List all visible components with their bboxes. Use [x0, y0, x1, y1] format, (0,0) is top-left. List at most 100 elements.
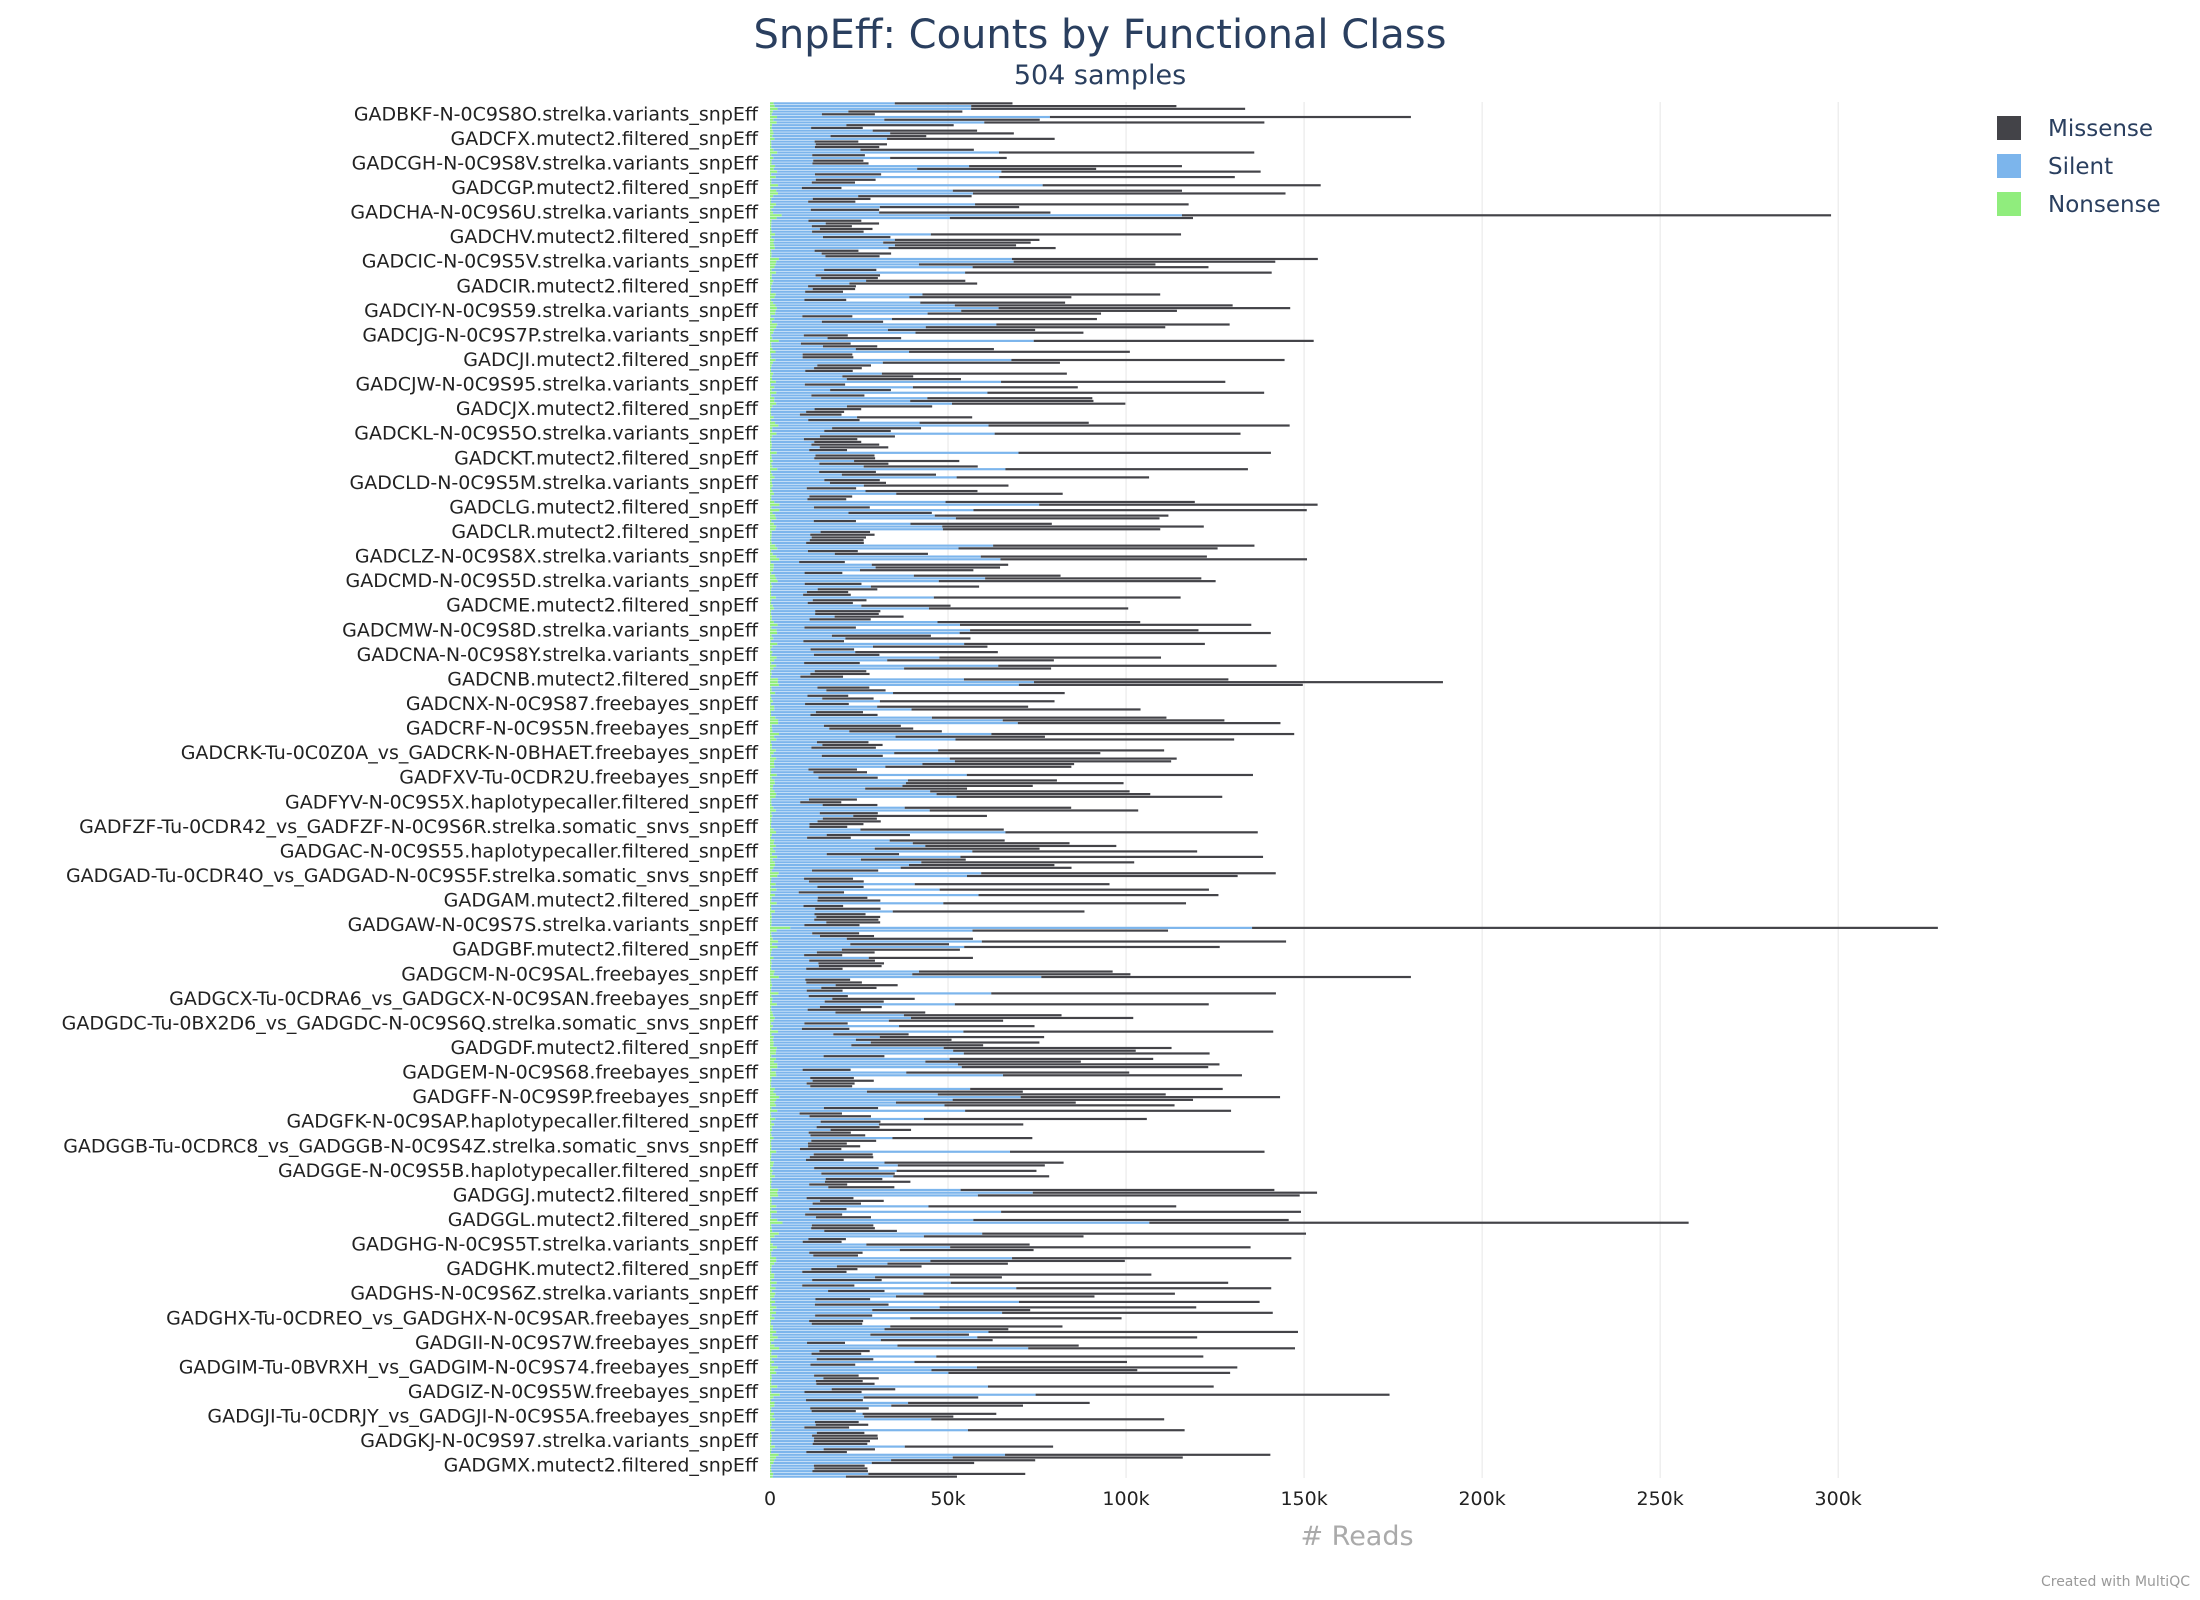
bar-missense	[888, 246, 1056, 250]
bar-nonsense	[770, 1057, 776, 1061]
bar-nonsense	[770, 1003, 777, 1006]
bar-nonsense	[770, 1259, 777, 1263]
bar-missense	[810, 1076, 854, 1080]
bar-missense	[809, 825, 848, 828]
bar-missense	[816, 1382, 875, 1385]
bar-silent	[772, 1415, 865, 1418]
bar-nonsense	[770, 872, 779, 875]
bar-missense	[960, 855, 1264, 858]
bar-missense	[819, 812, 878, 815]
bar-silent	[770, 186, 802, 190]
bar-nonsense	[770, 197, 772, 201]
legend-item-nonsense[interactable]: Nonsense	[2048, 192, 2161, 218]
bar-silent	[776, 326, 926, 329]
bar-silent	[771, 285, 809, 288]
bar-nonsense	[770, 1016, 775, 1020]
bar-missense	[938, 580, 1216, 583]
bar-silent	[771, 1134, 811, 1137]
bar-missense	[890, 132, 1014, 135]
bar-silent	[774, 1175, 894, 1178]
bar-nonsense	[770, 241, 774, 244]
bar-silent	[771, 1314, 816, 1317]
bar-nonsense	[770, 1243, 773, 1246]
x-tick-label: 150k	[1280, 1488, 1327, 1510]
bar-nonsense	[770, 833, 772, 837]
bar-silent	[771, 571, 805, 575]
bar-silent	[773, 1019, 889, 1022]
bar-missense	[931, 716, 1167, 719]
bar-silent	[771, 1390, 805, 1394]
bar-silent	[771, 1450, 807, 1454]
bar-silent	[771, 1437, 815, 1440]
y-axis-label: GADGFF-N-0C9S9P.freebayes_snpEff	[412, 1086, 758, 1108]
bar-nonsense	[770, 1005, 772, 1009]
bar-nonsense	[770, 364, 772, 367]
bar-nonsense	[770, 1046, 777, 1050]
bar-nonsense	[770, 1470, 772, 1473]
bar-missense	[835, 984, 898, 987]
bar-nonsense	[770, 1068, 772, 1071]
bar-missense	[978, 894, 1219, 897]
bar-missense	[808, 1238, 846, 1241]
bar-nonsense	[770, 405, 773, 408]
bar-nonsense	[770, 1456, 776, 1459]
bar-nonsense	[770, 369, 772, 373]
bar-silent	[771, 713, 811, 717]
bar-missense	[809, 449, 848, 452]
bar-silent	[771, 948, 842, 951]
bar-nonsense	[770, 115, 777, 119]
bar-silent	[771, 599, 813, 602]
bar-missense	[897, 1164, 1045, 1167]
bar-silent	[774, 1087, 971, 1091]
bar-nonsense	[770, 1052, 776, 1055]
bar-missense	[823, 1377, 879, 1380]
bar-missense	[858, 195, 972, 198]
bar-missense	[1252, 926, 1938, 929]
bar-missense	[822, 345, 878, 348]
bar-missense	[814, 440, 862, 443]
bar-silent	[777, 642, 965, 646]
bar-silent	[773, 973, 913, 976]
bar-nonsense	[770, 943, 773, 946]
bar-silent	[770, 1158, 807, 1162]
bar-nonsense	[770, 752, 774, 755]
bar-silent	[770, 383, 805, 386]
bar-missense	[804, 298, 847, 302]
bar-nonsense	[770, 904, 772, 908]
y-axis-label: GADGAW-N-0C9S7S.strelka.variants_snpEff	[348, 914, 759, 936]
bar-nonsense	[770, 749, 776, 752]
bar-silent	[771, 356, 803, 359]
bar-silent	[777, 623, 960, 626]
x-tick-label: 0	[764, 1488, 776, 1510]
bar-nonsense	[770, 880, 772, 883]
bar-silent	[776, 1281, 951, 1284]
bar-missense	[808, 798, 857, 801]
bar-missense	[813, 771, 868, 774]
bar-nonsense	[770, 724, 772, 727]
bar-nonsense	[770, 443, 772, 446]
bar-missense	[806, 590, 849, 594]
bar-silent	[770, 1322, 812, 1325]
bar-nonsense	[770, 252, 772, 255]
bar-nonsense	[770, 956, 774, 959]
bar-nonsense	[770, 812, 772, 815]
bar-missense	[821, 113, 875, 116]
bar-nonsense	[770, 356, 772, 359]
bar-missense	[1032, 1191, 1318, 1194]
bar-missense	[971, 105, 1177, 108]
bar-silent	[773, 206, 880, 209]
bar-nonsense	[770, 192, 778, 195]
bar-silent	[771, 443, 812, 446]
bar-silent	[776, 517, 956, 520]
bar-missense	[870, 1333, 969, 1336]
bar-missense	[943, 902, 1187, 905]
bar-nonsense	[770, 418, 772, 422]
legend-item-missense[interactable]: Missense	[2048, 116, 2153, 142]
bar-nonsense	[770, 266, 775, 269]
bar-nonsense	[770, 1246, 777, 1249]
bar-missense	[1012, 1257, 1292, 1260]
bar-nonsense	[770, 558, 780, 561]
bar-missense	[930, 790, 1130, 793]
bar-nonsense	[770, 582, 772, 585]
legend-item-silent[interactable]: Silent	[2048, 154, 2113, 180]
